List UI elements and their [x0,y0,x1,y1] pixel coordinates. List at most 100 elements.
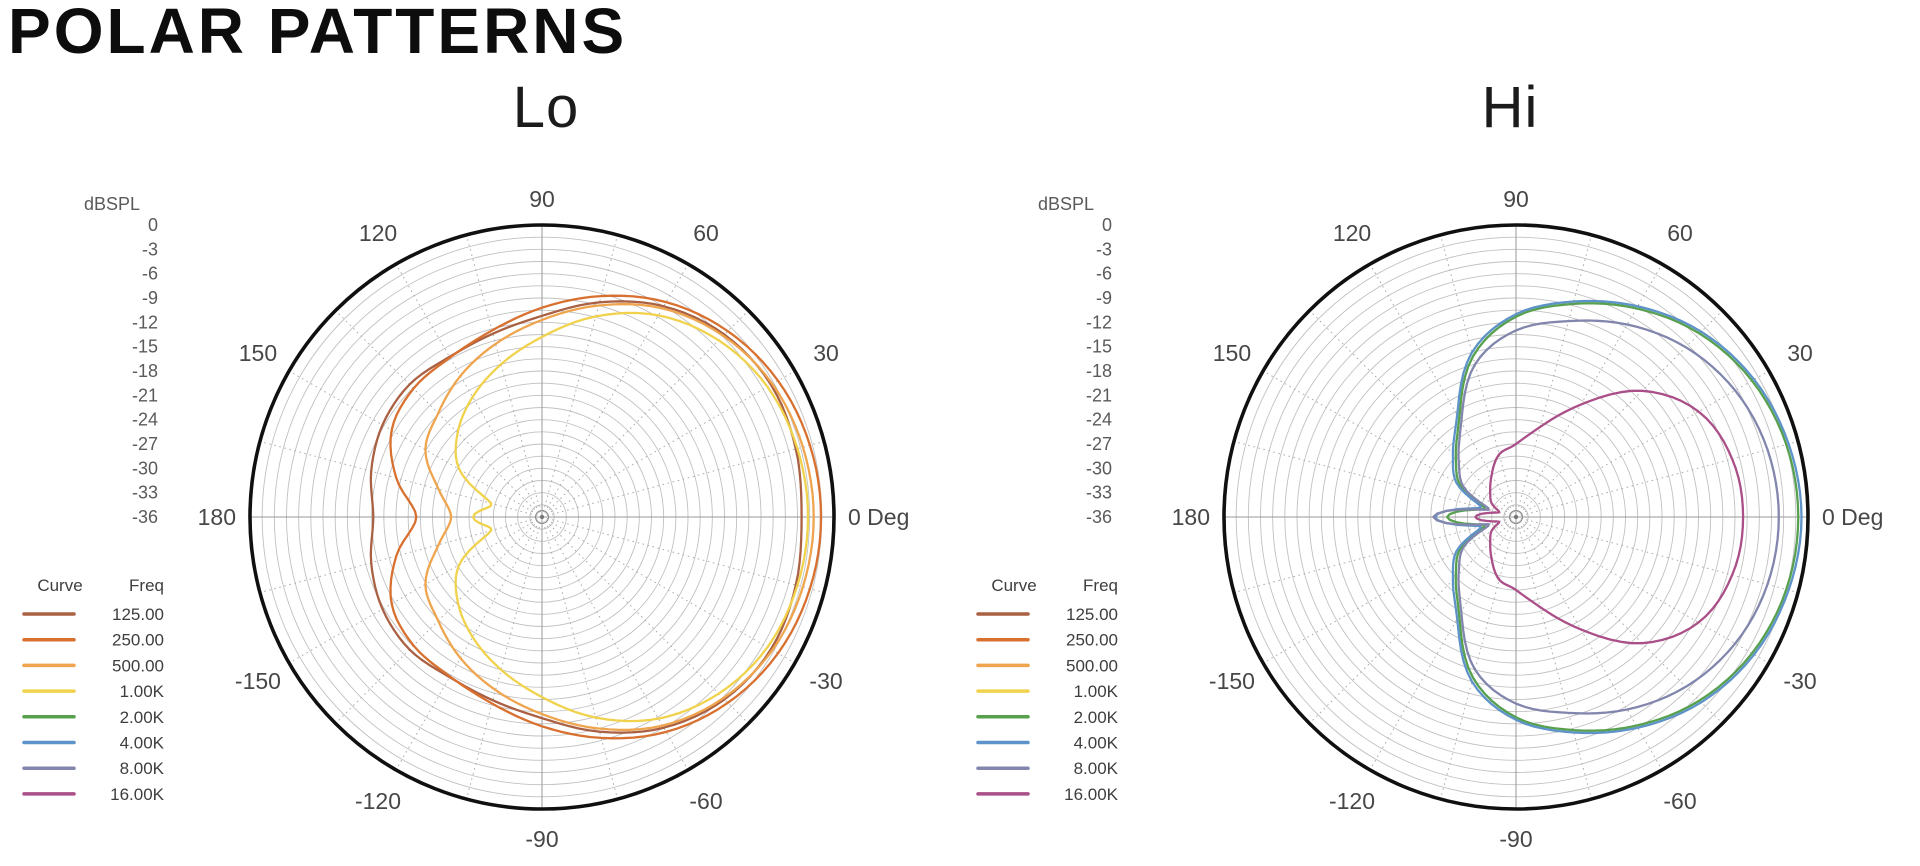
db-tick-label: -15 [132,337,158,357]
angle-tick-label: -30 [809,668,842,694]
db-tick-label: -18 [132,361,158,381]
grid-spoke [288,370,543,518]
legend-freq-label: 16.00K [110,785,165,804]
legend-freq-label: 1.00K [1074,682,1119,701]
angle-tick-label: 60 [693,220,719,246]
db-tick-label: -15 [1086,337,1112,357]
grid-spoke [541,310,749,518]
legend-freq-header: Freq [129,576,164,595]
angle-tick-label: 180 [1172,504,1210,530]
polar-curve-500.00 [424,302,815,732]
angle-tick-label: -60 [1663,788,1696,814]
angle-tick-label: 90 [1503,186,1529,212]
polar-curve-4.00K [1433,299,1803,735]
db-tick-label: -30 [1086,458,1112,478]
grid-spoke [541,263,689,518]
grid-spoke [1439,234,1517,518]
grid-spoke [1262,370,1517,518]
grid-spoke [1515,516,1663,771]
angle-tick-label: 90 [529,186,555,212]
db-tick-label: -9 [142,288,158,308]
page-title: POLAR PATTERNS [8,0,628,67]
db-tick-label: -12 [132,312,158,332]
polar-chart-hi [976,223,1810,811]
angle-tick-label: 0 Deg [1822,504,1883,530]
grid-spoke [1369,516,1517,771]
angle-tick-label: -150 [235,668,281,694]
grid-spoke [1515,516,1723,724]
grid-spoke [541,516,749,724]
db-tick-label: -27 [1086,434,1112,454]
angle-tick-label: 60 [1667,220,1693,246]
db-tick-label: -18 [1086,361,1112,381]
polar-curve-2.00K [1445,302,1800,732]
grid-spoke [541,516,619,800]
db-tick-label: -24 [132,410,158,430]
outer-circle [1222,223,1810,811]
angle-tick-label: -120 [355,788,401,814]
grid-spoke [1309,516,1517,724]
dbspl-axis-label: dBSPL [84,194,140,214]
grid-spoke [541,370,796,518]
db-tick-label: -3 [1096,239,1112,259]
grid-spoke [395,516,543,771]
grid-spoke [1515,370,1770,518]
db-tick-label: -3 [142,239,158,259]
legend-freq-label: 500.00 [112,656,164,675]
dbspl-axis-label: dBSPL [1038,194,1094,214]
center-dot [1513,514,1519,520]
grid-spoke [1515,516,1593,800]
grid-spoke [1369,263,1517,518]
legend-curve-header: Curve [991,576,1036,595]
grid-spoke [288,516,543,664]
db-tick-label: 0 [1102,215,1112,235]
center-marker [535,510,549,524]
db-tick-label: -12 [1086,312,1112,332]
grid-spoke [465,234,543,518]
chart-title-hi: Hi [1481,75,1539,140]
legend-freq-label: 250.00 [112,631,164,650]
angle-tick-label: 150 [239,340,277,366]
grid-spoke [541,516,825,594]
angle-tick-label: -60 [689,788,722,814]
grid-spoke [541,516,689,771]
center-marker [1509,510,1523,524]
grid-spoke [465,516,543,800]
db-tick-label: -21 [132,385,158,405]
angle-tick-label: 120 [1333,220,1371,246]
center-dot [539,514,545,520]
legend-freq-label: 4.00K [1074,734,1119,753]
grid-spoke [1515,516,1770,664]
angle-tick-label: -90 [525,826,558,852]
grid-spoke [1439,516,1517,800]
grid-spoke [1515,263,1663,518]
angle-tick-label: 0 Deg [848,504,909,530]
grid-spoke [541,440,825,518]
grid-spoke [1515,440,1799,518]
grid-spoke [1515,310,1723,518]
legend-freq-header: Freq [1083,576,1118,595]
grid-spoke [1515,234,1593,518]
legend-freq-label: 2.00K [120,708,165,727]
angle-tick-label: 120 [359,220,397,246]
legend-freq-label: 1.00K [120,682,165,701]
grid-spoke [259,516,543,594]
polar-curve-1.00K [454,311,810,723]
db-tick-label: -6 [142,264,158,284]
angle-tick-label: -150 [1209,668,1255,694]
polar-chart-lo [22,223,836,811]
grid-spoke [541,516,796,664]
angle-tick-label: -120 [1329,788,1375,814]
grid-spoke [1309,310,1517,518]
db-tick-label: 0 [148,215,158,235]
legend-freq-label: 8.00K [1074,759,1119,778]
angle-tick-label: 30 [1787,340,1813,366]
legend-freq-label: 500.00 [1066,656,1118,675]
db-tick-label: -33 [132,483,158,503]
angle-tick-label: 180 [198,504,236,530]
grid-spoke [541,234,619,518]
legend-freq-label: 16.00K [1064,785,1119,804]
angle-tick-label: 150 [1213,340,1251,366]
legend-freq-label: 4.00K [120,734,165,753]
